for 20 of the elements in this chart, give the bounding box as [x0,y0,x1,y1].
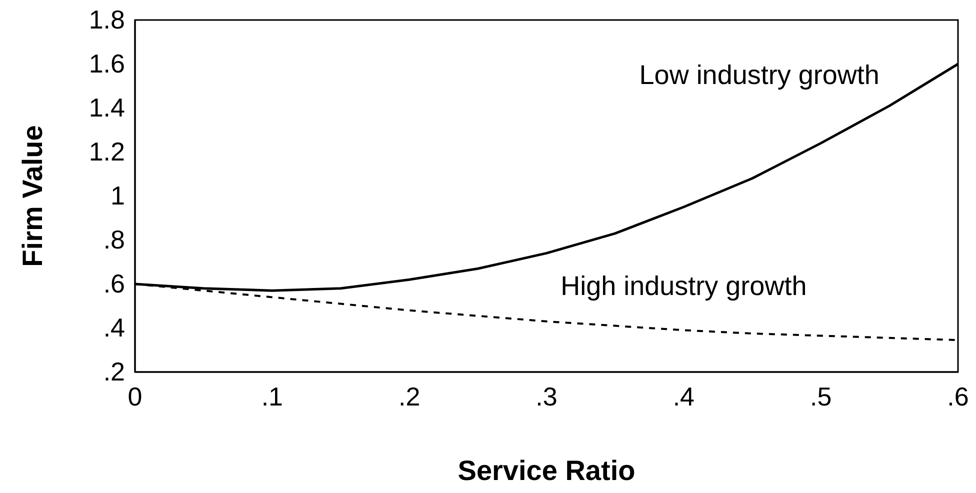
series-label: Low industry growth [639,60,880,90]
x-tick-label: .4 [672,381,695,412]
x-axis-title: Service Ratio [458,455,636,486]
x-tick-label: 0 [128,381,142,412]
y-tick-label: 1.6 [88,48,125,78]
x-tick-label: .6 [947,381,969,412]
y-axis-title: Firm Value [17,125,48,267]
y-tick-label: .6 [103,268,125,298]
y-tick-label: 1.8 [88,4,125,34]
y-tick-label: .2 [103,356,125,386]
y-tick-label: 1.4 [88,92,125,122]
x-tick-label: .3 [536,381,558,412]
y-tick-label: 1.2 [88,136,125,166]
y-tick-label: .4 [103,312,125,342]
x-tick-label: .5 [810,381,832,412]
y-tick-label: .8 [103,224,125,254]
x-tick-label: .2 [398,381,420,412]
series-label: High industry growth [560,271,807,302]
x-tick-label: .1 [261,381,284,412]
y-tick-label: 1 [110,180,125,210]
